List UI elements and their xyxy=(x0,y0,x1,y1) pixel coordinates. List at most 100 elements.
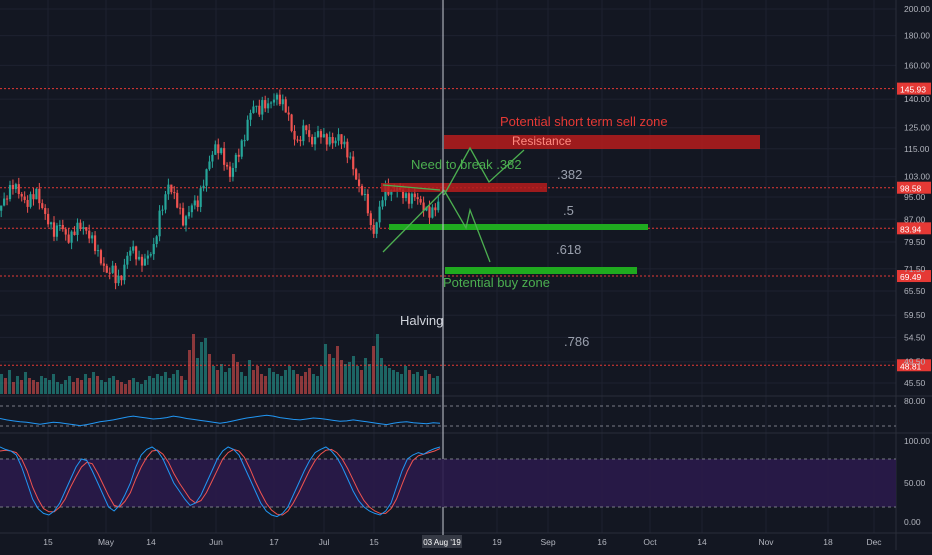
volume-bar xyxy=(96,376,99,394)
volume-bar xyxy=(300,376,303,394)
volume-bar xyxy=(84,374,87,394)
candle-body xyxy=(176,192,179,208)
candle-body xyxy=(102,263,105,266)
volume-bar xyxy=(272,372,275,394)
resistance-box[interactable] xyxy=(381,183,547,192)
candle-body xyxy=(313,136,317,145)
candle-body xyxy=(378,206,381,223)
candle-body xyxy=(85,227,88,231)
level-price-label: 69.49 xyxy=(900,272,922,282)
sell-zone-box[interactable] xyxy=(444,135,760,149)
candle-body xyxy=(220,148,223,154)
rsi-tick-label: 80.00 xyxy=(904,396,926,406)
candle-body xyxy=(299,139,302,142)
buy-zone-box-lower[interactable] xyxy=(445,267,637,274)
volume-bar xyxy=(24,372,27,394)
candle-body xyxy=(243,140,246,142)
candle-body xyxy=(264,100,267,109)
candle-body xyxy=(352,156,355,170)
volume-bar xyxy=(372,346,375,394)
candle-body xyxy=(193,200,196,206)
volume-bar xyxy=(268,368,271,394)
candle-body xyxy=(5,198,9,200)
candle-body xyxy=(437,201,440,211)
candle-body xyxy=(231,167,235,177)
candle-body xyxy=(272,99,276,103)
volume-bar xyxy=(316,376,319,394)
volume-bar xyxy=(284,370,287,394)
candle-body xyxy=(32,194,35,200)
candle-body xyxy=(0,205,3,211)
volume-bar xyxy=(368,364,371,394)
candle-body xyxy=(11,185,15,190)
candle-body xyxy=(26,199,29,207)
candle-body xyxy=(64,229,67,235)
price-tick-label: 49.50 xyxy=(904,357,926,367)
time-tick-label: Jul xyxy=(319,537,330,547)
candle-body xyxy=(49,222,53,225)
candle-body xyxy=(76,222,79,236)
candle-body xyxy=(17,184,20,194)
candle-body xyxy=(375,222,378,234)
triangle-upper-line[interactable] xyxy=(382,184,441,191)
candle-body xyxy=(61,224,64,230)
candle-body xyxy=(38,188,41,204)
volume-bar xyxy=(428,374,431,394)
volume-bar xyxy=(200,342,203,394)
candle-body xyxy=(217,144,220,154)
candle-body xyxy=(181,208,185,226)
volume-bar xyxy=(12,382,15,394)
candle-body xyxy=(255,105,258,107)
projection-down-path[interactable] xyxy=(443,189,491,263)
volume-bar xyxy=(348,362,351,394)
volume-bar xyxy=(296,374,299,394)
candle-body xyxy=(234,154,237,168)
candle-body xyxy=(202,185,205,189)
sell-zone-label: Potential short term sell zone xyxy=(500,114,668,129)
volume-bar xyxy=(180,376,183,394)
candle-body xyxy=(278,94,281,105)
volume-bar xyxy=(356,366,359,394)
candle-body xyxy=(3,198,6,206)
volume-bar xyxy=(172,374,175,394)
volume-bar xyxy=(8,370,11,394)
volume-bar xyxy=(408,370,411,394)
volume-bar xyxy=(28,378,31,394)
triangle-lower-line[interactable] xyxy=(382,189,445,253)
candle-body xyxy=(55,225,59,237)
candle-body xyxy=(305,125,308,131)
volume-bar xyxy=(152,378,155,394)
candle-body xyxy=(187,212,191,217)
candle-body xyxy=(23,196,26,200)
volume-bar xyxy=(36,382,39,394)
candle-body xyxy=(419,199,422,203)
candle-body xyxy=(73,231,76,236)
candle-body xyxy=(14,184,17,190)
candle-body xyxy=(284,99,287,113)
volume-bar xyxy=(248,360,251,394)
volume-bar xyxy=(280,376,283,394)
candle-body xyxy=(281,99,284,105)
candle-body xyxy=(114,265,117,284)
candle-body xyxy=(252,106,255,113)
volume-bar xyxy=(176,370,179,394)
price-tick-label: 71.50 xyxy=(904,264,926,274)
candle-body xyxy=(258,105,261,115)
fib-5-label: .5 xyxy=(563,203,574,218)
candle-body xyxy=(407,193,411,204)
volume-bar xyxy=(252,370,255,394)
volume-bar xyxy=(196,358,199,394)
candle-body xyxy=(416,197,419,200)
volume-bar xyxy=(236,362,239,394)
volume-bar xyxy=(156,374,159,394)
volume-bar xyxy=(312,374,315,394)
candle-body xyxy=(302,125,305,142)
candle-body xyxy=(428,206,431,218)
volume-bar xyxy=(364,358,367,394)
time-tick-label: 19 xyxy=(492,537,502,547)
projection-up-path[interactable] xyxy=(443,146,525,196)
buy-zone-box-upper[interactable] xyxy=(389,224,648,230)
price-tick-label: 54.50 xyxy=(904,332,926,342)
candle-body xyxy=(205,169,208,186)
